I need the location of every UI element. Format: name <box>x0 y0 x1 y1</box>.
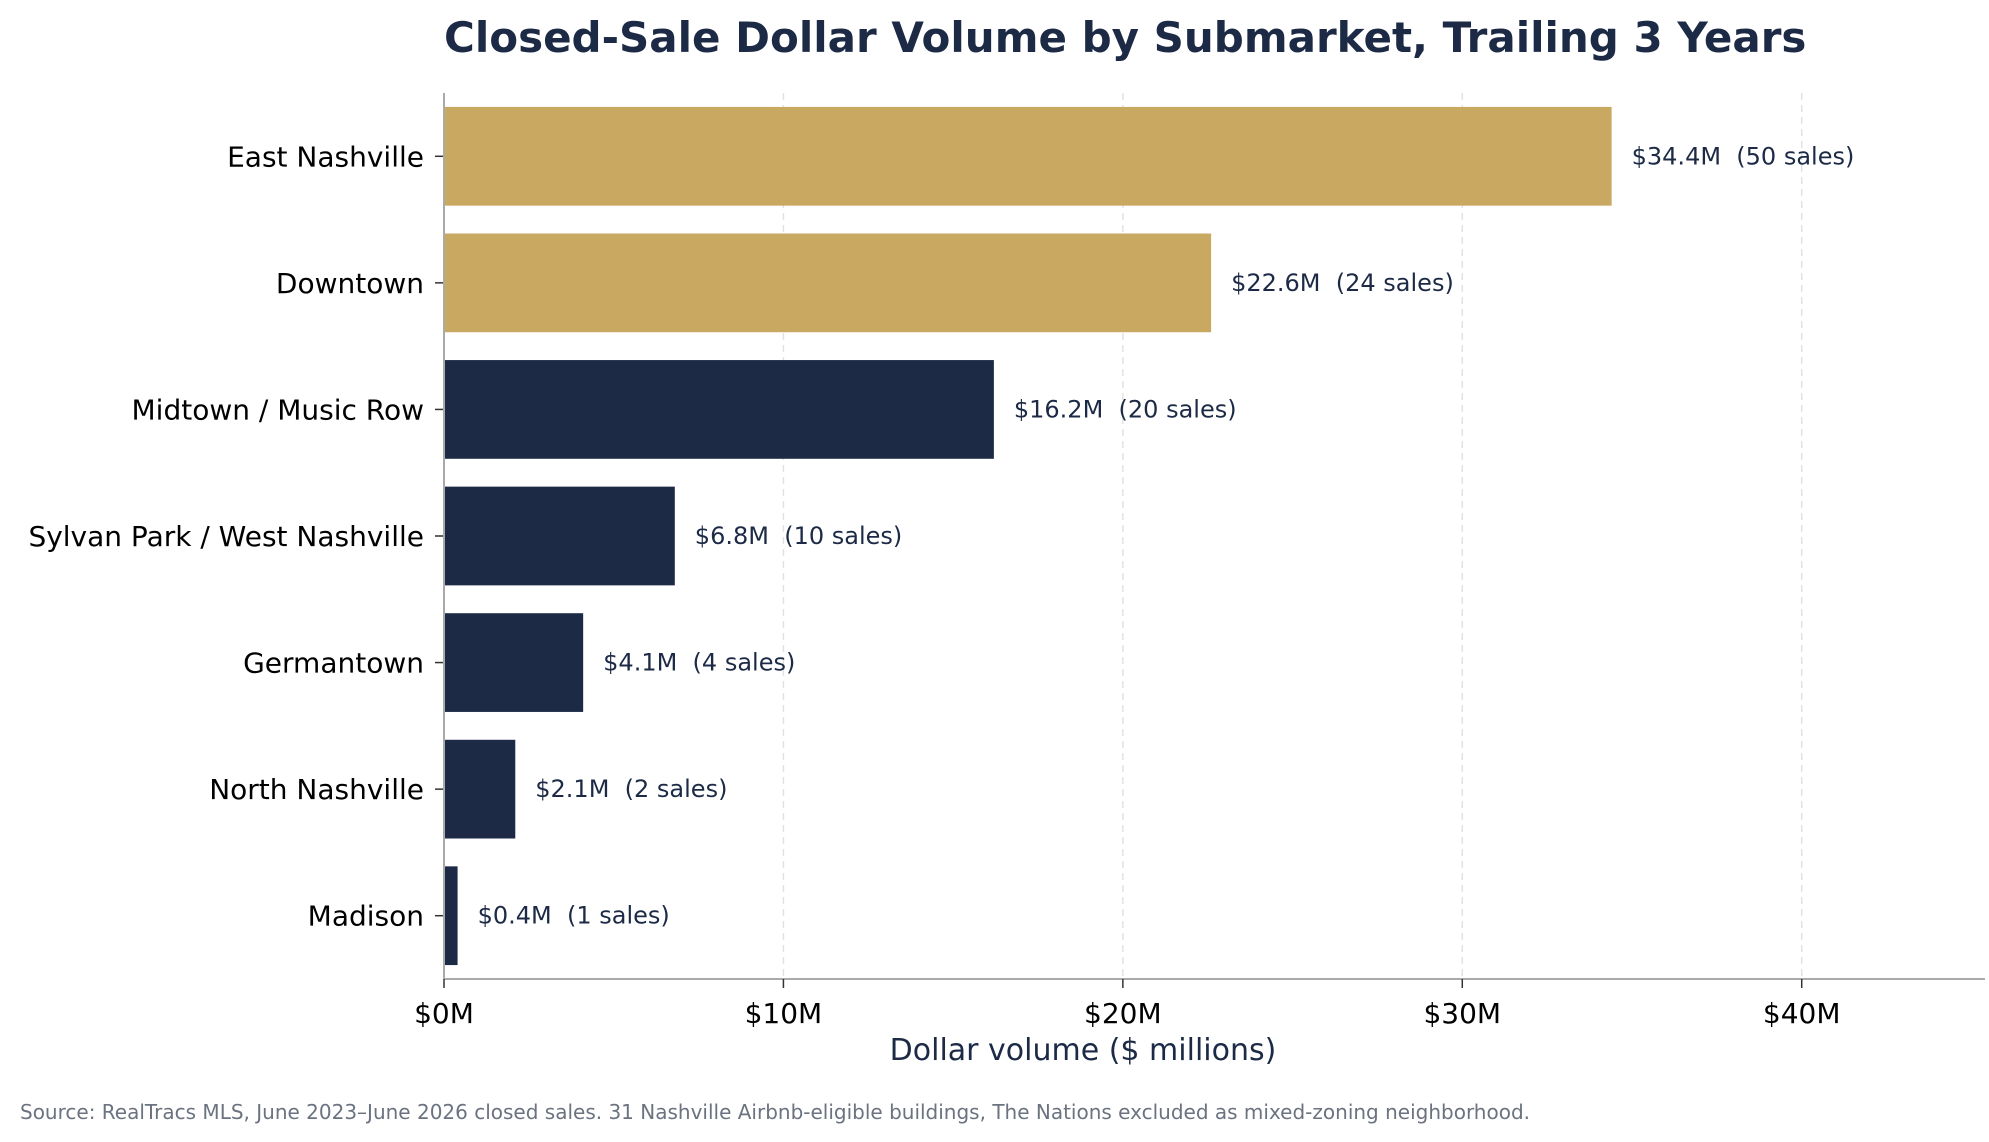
data-label: $22.6M (24 sales) <box>1231 269 1454 297</box>
category-label: Sylvan Park / West Nashville <box>28 520 424 553</box>
bars <box>444 106 1612 966</box>
data-labels: $34.4M (50 sales) $22.6M (24 sales) $16.2M… <box>478 142 1855 929</box>
data-label: $6.8M (10 sales) <box>695 522 902 550</box>
x-tick-label: $30M <box>1423 997 1501 1030</box>
category-label: Midtown / Music Row <box>132 393 425 426</box>
category-label: Downtown <box>276 267 424 300</box>
category-label: North Nashville <box>209 773 424 806</box>
x-tick-label: $40M <box>1763 997 1841 1030</box>
bar <box>444 866 458 966</box>
x-tick-label: $10M <box>745 997 823 1030</box>
category-label: Germantown <box>243 647 424 680</box>
data-label: $0.4M (1 sales) <box>478 902 670 930</box>
category-label: Madison <box>308 900 424 933</box>
category-label: East Nashville <box>227 140 424 173</box>
data-label: $4.1M (4 sales) <box>603 649 795 677</box>
axes: East Nashville Downtown Midtown / Music Ro… <box>28 93 1985 1030</box>
x-axis-title: Dollar volume ($ millions) <box>890 1033 1277 1068</box>
bar <box>444 360 994 459</box>
data-label: $34.4M (50 sales) <box>1632 142 1855 170</box>
x-tick-label: $0M <box>414 997 474 1030</box>
data-label: $16.2M (20 sales) <box>1014 395 1237 423</box>
x-tick-label: $20M <box>1084 997 1162 1030</box>
bar <box>444 233 1212 333</box>
data-label: $2.1M (2 sales) <box>535 775 727 803</box>
bar <box>444 486 675 586</box>
bar <box>444 106 1612 206</box>
bar <box>444 613 584 712</box>
chart-title: Closed-Sale Dollar Volume by Submarket, … <box>444 13 1806 62</box>
grid-lines <box>782 93 1803 979</box>
bar <box>444 739 516 839</box>
source-note: Source: RealTracs MLS, June 2023–June 20… <box>20 1100 1530 1124</box>
